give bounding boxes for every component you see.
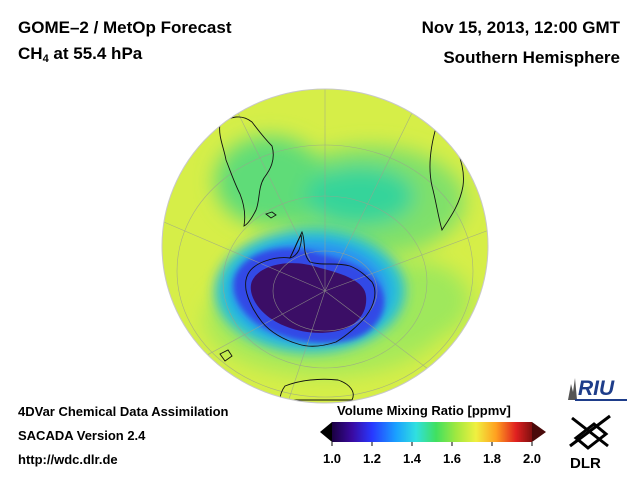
region-label: Southern Hemisphere [443, 48, 620, 67]
falklands [265, 211, 277, 219]
colorbar-gradient [332, 422, 532, 442]
south-america-coast [219, 116, 274, 227]
pressure-level: at 55.4 hPa [48, 44, 143, 63]
tick-label-0: 1.0 [322, 451, 342, 466]
species-name: CH [18, 44, 43, 63]
title-line-1: GOME–2 / MetOp Forecast [18, 18, 232, 37]
info-line-2: SACADA Version 2.4 [18, 428, 146, 443]
green-band-2 [215, 136, 325, 226]
antarctica-coast [245, 230, 376, 347]
colorbar-title: Volume Mixing Ratio [ppmv] [337, 403, 511, 418]
dlr-emblem [569, 414, 611, 450]
info-url: http://wdc.dlr.de [18, 452, 118, 467]
cyan-band [305, 166, 415, 226]
colorbar-under-arrow [320, 422, 332, 442]
hemisphere-map [161, 88, 489, 404]
tick-label-5: 2.0 [522, 451, 542, 466]
dlr-logo: DLR [569, 414, 611, 472]
australia-coast [279, 378, 354, 401]
globe-outline [161, 88, 489, 404]
tick-label-4: 1.8 [482, 451, 502, 466]
africa-coast [429, 120, 464, 232]
tick-label-2: 1.4 [402, 451, 422, 466]
info-line-1: 4DVar Chemical Data Assimilation [18, 404, 229, 419]
colorbar-tick-marks [331, 442, 533, 446]
riu-logo: RIU [568, 377, 627, 401]
tick-label-1: 1.2 [362, 451, 382, 466]
antarctic-peninsula [289, 233, 302, 259]
colorbar-over-arrow [532, 422, 546, 442]
riu-emblem [568, 378, 577, 400]
species-subscript: 4 [42, 53, 49, 65]
dlr-logo-text: DLR [570, 455, 601, 472]
title-line-2: CH4 at 55.4 hPa [18, 44, 142, 65]
tick-label-3: 1.6 [442, 451, 462, 466]
forecast-date: Nov 15, 2013, 12:00 GMT [421, 18, 620, 37]
riu-logo-text: RIU [578, 377, 615, 400]
colorbar [320, 422, 546, 446]
